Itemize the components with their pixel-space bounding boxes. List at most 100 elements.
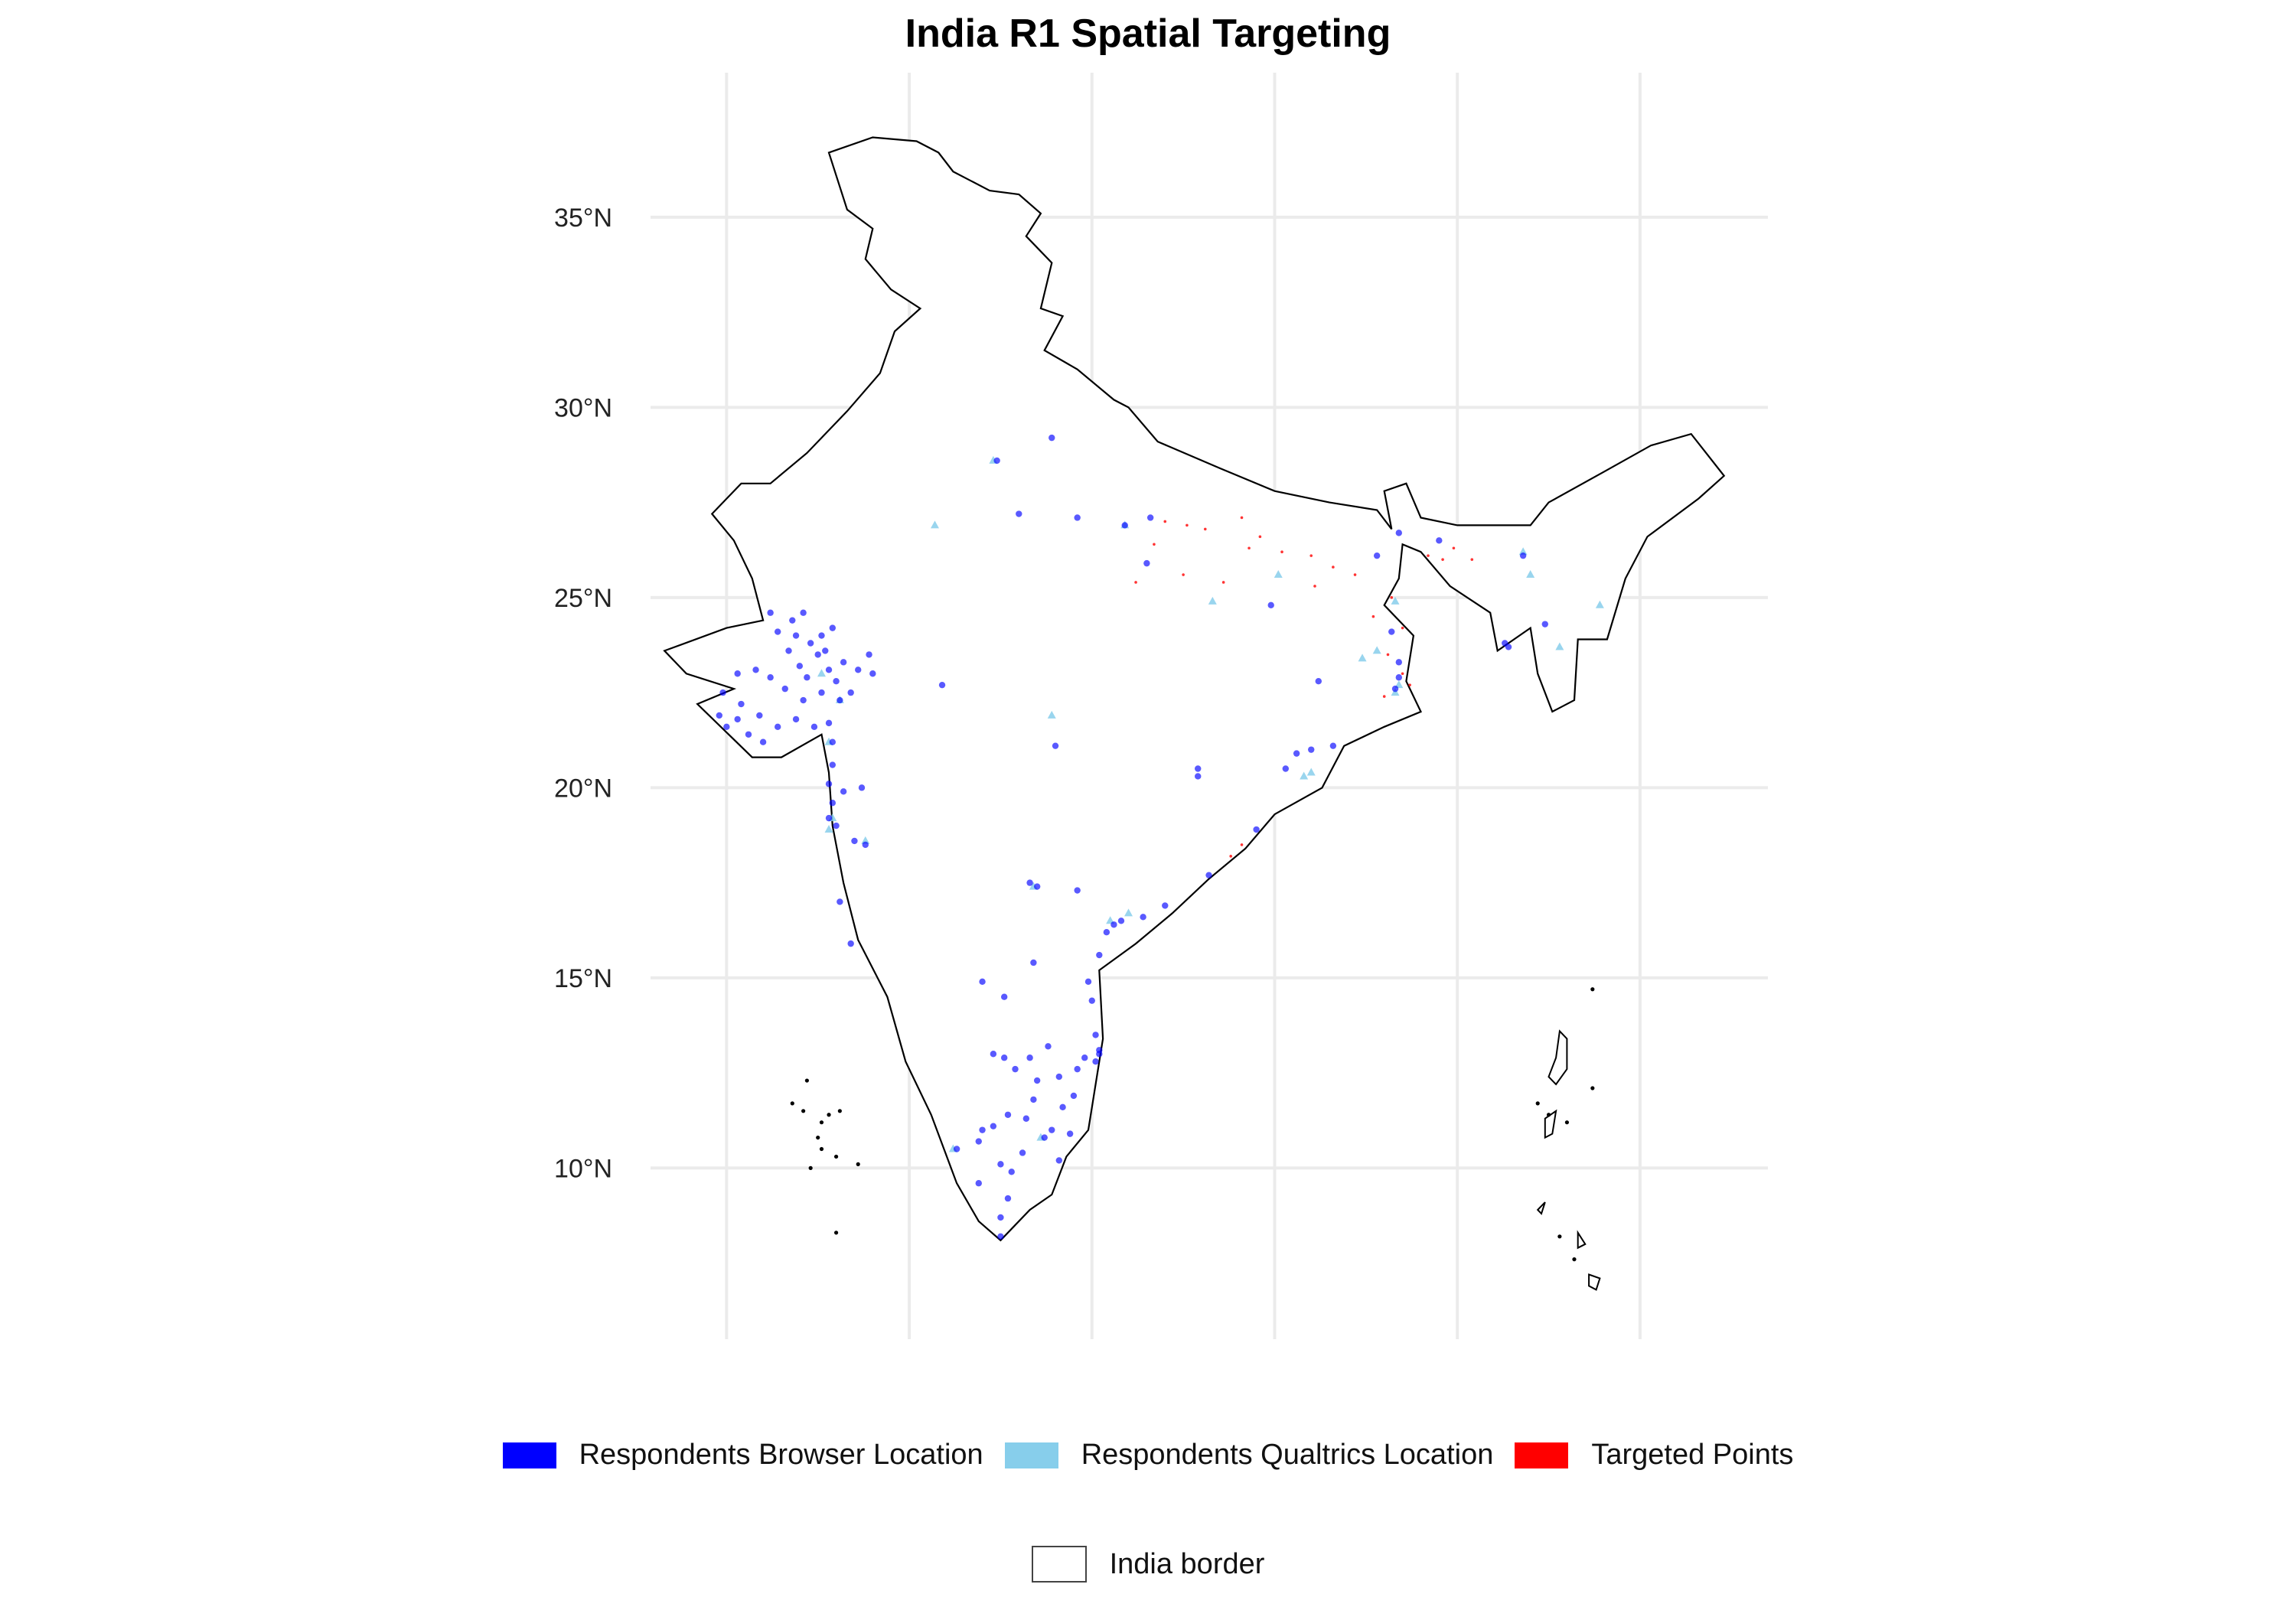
islet bbox=[1590, 987, 1595, 992]
targeted-point bbox=[1309, 554, 1313, 557]
island-outline bbox=[1544, 1109, 1557, 1139]
browser-point bbox=[1395, 674, 1403, 681]
browser-point bbox=[1519, 552, 1527, 559]
browser-point bbox=[840, 788, 847, 795]
targeted-point bbox=[1247, 546, 1251, 550]
browser-point bbox=[818, 689, 825, 696]
targeted-point bbox=[1240, 516, 1244, 520]
qualtrics-point bbox=[1124, 908, 1133, 917]
islet bbox=[856, 1162, 860, 1166]
browser-point bbox=[781, 685, 788, 693]
browser-point bbox=[1004, 1111, 1012, 1118]
targeted-point bbox=[1427, 554, 1430, 557]
browser-point bbox=[1092, 1032, 1099, 1038]
browser-point bbox=[1162, 902, 1169, 909]
targeted-point bbox=[1163, 520, 1167, 523]
browser-point bbox=[734, 715, 741, 723]
browser-point bbox=[1033, 883, 1041, 890]
browser-point bbox=[1012, 1065, 1019, 1073]
targeted-point bbox=[1221, 581, 1225, 584]
y-tick-labels: 10°N 15°N 20°N 25°N 30°N 35°N bbox=[554, 204, 612, 1183]
qualtrics-point bbox=[1306, 768, 1316, 776]
browser-point bbox=[847, 940, 854, 947]
qualtrics-point bbox=[1555, 642, 1564, 650]
qualtrics-point bbox=[1372, 646, 1381, 654]
browser-point bbox=[847, 689, 854, 696]
browser-point bbox=[855, 667, 862, 673]
browser-point bbox=[800, 609, 807, 616]
legend-label-targeted: Targeted Points bbox=[1591, 1439, 1794, 1471]
targeted-point bbox=[1203, 527, 1207, 531]
browser-point bbox=[1388, 628, 1395, 635]
browser-point bbox=[1084, 978, 1092, 986]
browser-point bbox=[1059, 1103, 1066, 1111]
island-outline bbox=[1548, 1029, 1568, 1086]
browser-point bbox=[1505, 644, 1512, 650]
browser-point bbox=[1066, 1130, 1074, 1137]
browser-point bbox=[997, 1214, 1004, 1221]
browser-point bbox=[869, 670, 876, 677]
islet bbox=[833, 1154, 839, 1159]
targeted-point bbox=[1186, 523, 1189, 527]
browser-point bbox=[1004, 1195, 1012, 1202]
legend-swatch-browser bbox=[502, 1442, 556, 1468]
browser-point bbox=[1055, 1073, 1063, 1081]
browser-point bbox=[814, 651, 821, 658]
targeted-point bbox=[1134, 581, 1137, 584]
island-outline bbox=[1536, 1201, 1546, 1215]
browser-point bbox=[756, 712, 763, 719]
browser-point bbox=[1282, 765, 1290, 772]
browser-point bbox=[1045, 1043, 1052, 1050]
targeted-point bbox=[1182, 573, 1185, 576]
browser-point bbox=[829, 738, 837, 745]
qualtrics-point bbox=[1274, 570, 1283, 579]
browser-point bbox=[723, 723, 730, 731]
browser-point bbox=[1329, 742, 1337, 749]
legend-points: Respondents Browser Location Respondents… bbox=[0, 1439, 2296, 1472]
browser-point bbox=[825, 781, 833, 787]
islet bbox=[816, 1135, 820, 1140]
browser-point bbox=[734, 670, 741, 677]
islet bbox=[837, 1109, 842, 1113]
y-tick-label: 20°N bbox=[554, 774, 612, 803]
targeted-point bbox=[1153, 543, 1156, 546]
browser-point bbox=[837, 898, 843, 905]
browser-point bbox=[840, 659, 847, 666]
targeted-point bbox=[1332, 566, 1335, 569]
browser-point bbox=[1049, 1126, 1055, 1133]
qualtrics-point bbox=[1518, 547, 1528, 556]
legend-item-targeted: Targeted Points bbox=[1515, 1439, 1793, 1472]
qualtrics-point bbox=[817, 669, 826, 677]
browser-point bbox=[866, 651, 872, 658]
browser-point bbox=[1146, 514, 1154, 521]
browser-point bbox=[1315, 677, 1322, 685]
browser-point bbox=[1008, 1169, 1015, 1175]
browser-point bbox=[1033, 1077, 1041, 1084]
targeted-point bbox=[1371, 614, 1375, 618]
browser-points-layer bbox=[716, 434, 1548, 1240]
qualtrics-point bbox=[861, 836, 870, 844]
island-outline bbox=[1588, 1273, 1601, 1291]
browser-point bbox=[792, 632, 800, 639]
browser-point bbox=[953, 1146, 960, 1152]
browser-point bbox=[833, 822, 840, 830]
qualtrics-point bbox=[1047, 710, 1056, 719]
qualtrics-point bbox=[1595, 600, 1604, 608]
legend-label-qualtrics: Respondents Qualtrics Location bbox=[1081, 1439, 1494, 1471]
browser-point bbox=[752, 667, 759, 673]
browser-point bbox=[1026, 879, 1033, 886]
qualtrics-point bbox=[1208, 596, 1217, 605]
browser-point bbox=[738, 700, 745, 708]
browser-point bbox=[1117, 918, 1125, 924]
browser-point bbox=[1110, 921, 1117, 928]
browser-point bbox=[1541, 621, 1548, 627]
browser-point bbox=[997, 1233, 1004, 1240]
browser-point bbox=[825, 667, 833, 673]
targeted-point bbox=[1452, 546, 1456, 550]
map-plot: 70°E75°E80°E85°E90°E95°E 10°N15°N20°N25°… bbox=[554, 73, 1768, 1339]
browser-point bbox=[1140, 914, 1146, 921]
browser-point bbox=[1022, 1115, 1030, 1122]
qualtrics-point bbox=[1526, 570, 1535, 579]
islet bbox=[1557, 1234, 1562, 1239]
legend-swatch-border bbox=[1031, 1546, 1087, 1583]
